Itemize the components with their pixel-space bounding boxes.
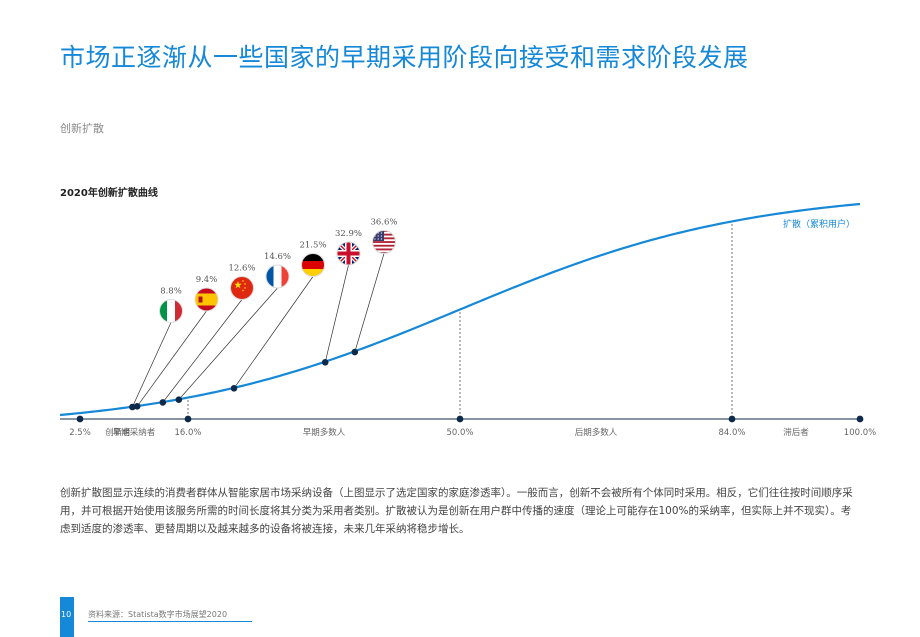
adopter-category-label: 早期采纳者 (113, 427, 156, 438)
country-leader-line (233, 276, 314, 389)
diffusion-curve (59, 202, 861, 417)
milestone-tick (456, 415, 464, 423)
country-data-point (175, 396, 183, 403)
page-number-bar (60, 597, 74, 637)
source-underline (88, 621, 252, 622)
milestone-tick (728, 415, 736, 423)
milestone-tick (856, 415, 864, 423)
source-note: 资料来源：Statista数字市场展望2020 (88, 610, 228, 619)
adopter-category-label: 早期多数人 (303, 427, 346, 438)
spain-flag-icon (194, 287, 219, 312)
chart-title: 2020年创新扩散曲线 (60, 188, 158, 199)
milestone-tick (184, 415, 192, 423)
italy-flag-icon (159, 299, 183, 323)
description-paragraph: 创新扩散图显示连续的消费者群体从智能家居市场采纳设备（上图显示了选定国家的家庭渗… (60, 487, 853, 535)
page-number: 10 (61, 610, 72, 619)
country-value-label: 36.6% (370, 218, 397, 228)
milestone-label: 84.0% (718, 428, 745, 438)
china-flag-icon (230, 276, 254, 300)
country-value-label: 8.8% (160, 287, 182, 297)
country-data-point (159, 399, 167, 406)
country-leader-line (324, 264, 349, 363)
country-value-label: 12.6% (228, 264, 255, 274)
germany-flag-icon (301, 253, 325, 277)
milestone-label: 100.0% (844, 428, 876, 438)
france-flag-icon (265, 264, 290, 289)
country-data-point (321, 359, 329, 366)
country-value-label: 9.4% (196, 275, 218, 285)
country-value-label: 21.5% (299, 241, 326, 251)
country-leader-line (136, 310, 207, 407)
usa-flag-icon (372, 230, 396, 254)
uk-flag-icon (336, 241, 361, 266)
country-data-point (351, 348, 359, 356)
series-label: 扩散（累积用户） (783, 218, 855, 230)
adopter-category-label: 后期多数人 (575, 427, 618, 438)
country-value-label: 14.6% (264, 252, 291, 262)
section-label: 创新扩散 (60, 122, 104, 135)
adopter-category-label: 创新者 (105, 427, 131, 438)
country-value-label: 32.9% (335, 229, 362, 239)
milestone-label: 2.5% (69, 428, 91, 438)
adopter-category-label: 滞后者 (783, 427, 809, 438)
country-leader-line (132, 322, 172, 408)
country-leader-line (162, 299, 243, 403)
milestone-label: 16.0% (174, 428, 201, 438)
country-data-point (133, 403, 141, 410)
milestone-label: 50.0% (446, 428, 473, 438)
page-title: 市场正逐渐从一些国家的早期采用阶段向接受和需求阶段发展 (60, 43, 749, 72)
country-data-point (230, 384, 238, 392)
country-leader-line (354, 253, 385, 353)
country-leader-line (178, 287, 278, 400)
milestone-tick (76, 415, 84, 423)
